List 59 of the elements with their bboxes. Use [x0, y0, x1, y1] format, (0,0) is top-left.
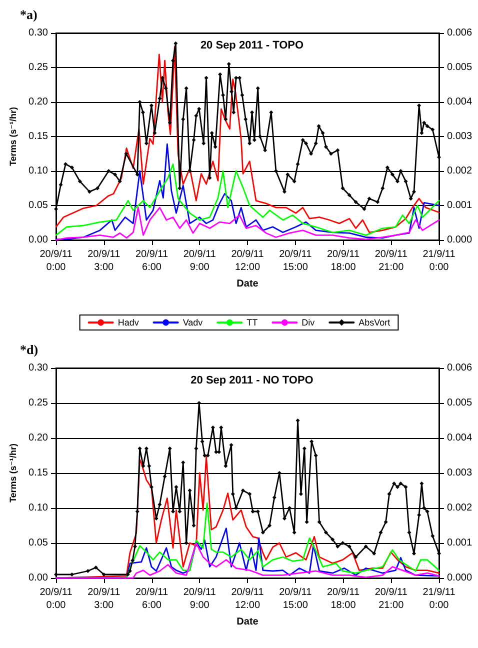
x-tick-label: 20/9/11 3:00 — [88, 587, 121, 611]
y-tick-label: 0.30 — [28, 362, 48, 374]
text: 20 Sep 2011 - NO TOPO — [190, 374, 314, 386]
y2-tick-label: 0.002 — [447, 502, 472, 514]
y2-tick-label: 0.005 — [447, 398, 472, 408]
y-tick-label: 0.20 — [28, 432, 48, 444]
x-tick-label: 20/9/11 18:00 — [326, 249, 360, 273]
y2-tick-label: 0.002 — [447, 166, 472, 176]
x-tick-label: 20/9/11 0:00 — [40, 249, 73, 273]
x-tick-label: 20/9/11 9:00 — [183, 249, 216, 273]
y-tick-label: 0.10 — [28, 166, 48, 176]
x-tick-label: 21/9/11 0:00 — [422, 249, 456, 273]
y-axis-title: Terms (s⁻¹/hr) — [8, 106, 18, 166]
y-tick-label: 0.05 — [28, 200, 48, 211]
text: *d) — [20, 342, 38, 357]
text: *a) — [20, 7, 38, 22]
legend-label: Div — [302, 318, 316, 328]
text: 20 Sep 2011 - TOPO — [200, 40, 304, 52]
x-tick-label: 21/9/11 0:00 — [422, 587, 456, 611]
legend-label: AbsVort — [358, 318, 391, 328]
y2-tick-label: 0.003 — [447, 468, 472, 478]
x-tick-label: 20/9/11 15:00 — [279, 587, 312, 611]
x-axis-title: Date — [236, 278, 259, 290]
x-tick-label: 20/9/11 0:00 — [40, 587, 73, 611]
x-tick-label: 20/9/11 12:00 — [231, 249, 264, 273]
y-tick-label: 0.10 — [28, 502, 48, 514]
x-tick-label: 20/9/11 9:00 — [183, 587, 216, 611]
y2-tick-label: 0.003 — [447, 131, 472, 142]
y2-tick-label: 0.006 — [447, 362, 472, 374]
legend-label: Hadv — [118, 318, 140, 328]
y2-tick-label: 0.006 — [447, 28, 472, 38]
y-tick-label: 0.25 — [28, 398, 48, 408]
y-tick-label: 0.30 — [28, 28, 48, 38]
y2-tick-label: 0.000 — [447, 572, 472, 584]
y2-tick-label: 0.001 — [447, 200, 472, 211]
y2-tick-label: 0.005 — [447, 62, 472, 73]
x-tick-label: 20/9/11 6:00 — [135, 587, 168, 611]
y2-tick-label: 0.004 — [447, 432, 472, 444]
x-tick-label: 20/9/11 15:00 — [279, 249, 312, 273]
y-tick-label: 0.25 — [28, 62, 48, 73]
x-tick-label: 20/9/11 3:00 — [88, 249, 121, 273]
y2-tick-label: 0.000 — [447, 234, 472, 246]
y-tick-label: 0.15 — [28, 468, 48, 478]
x-tick-label: 20/9/11 21:00 — [374, 249, 408, 273]
x-tick-label: 20/9/11 18:00 — [326, 587, 360, 611]
x-tick-label: 20/9/11 12:00 — [231, 587, 264, 611]
y-tick-label: 0.15 — [28, 131, 48, 142]
y-tick-label: 0.00 — [28, 572, 48, 584]
y-axis-title: Terms (s⁻¹/hr) — [8, 443, 18, 503]
legend-label: TT — [246, 318, 258, 328]
y-tick-label: 0.05 — [28, 538, 48, 548]
y-tick-label: 0.00 — [28, 234, 48, 246]
x-tick-label: 20/9/11 21:00 — [374, 587, 408, 611]
x-tick-label: 20/9/11 6:00 — [135, 249, 168, 273]
x-axis-title: Date — [236, 616, 259, 628]
y2-tick-label: 0.004 — [447, 96, 472, 108]
legend-label: Vadv — [182, 318, 204, 328]
y2-tick-label: 0.001 — [447, 538, 472, 548]
y-tick-label: 0.20 — [28, 96, 48, 108]
